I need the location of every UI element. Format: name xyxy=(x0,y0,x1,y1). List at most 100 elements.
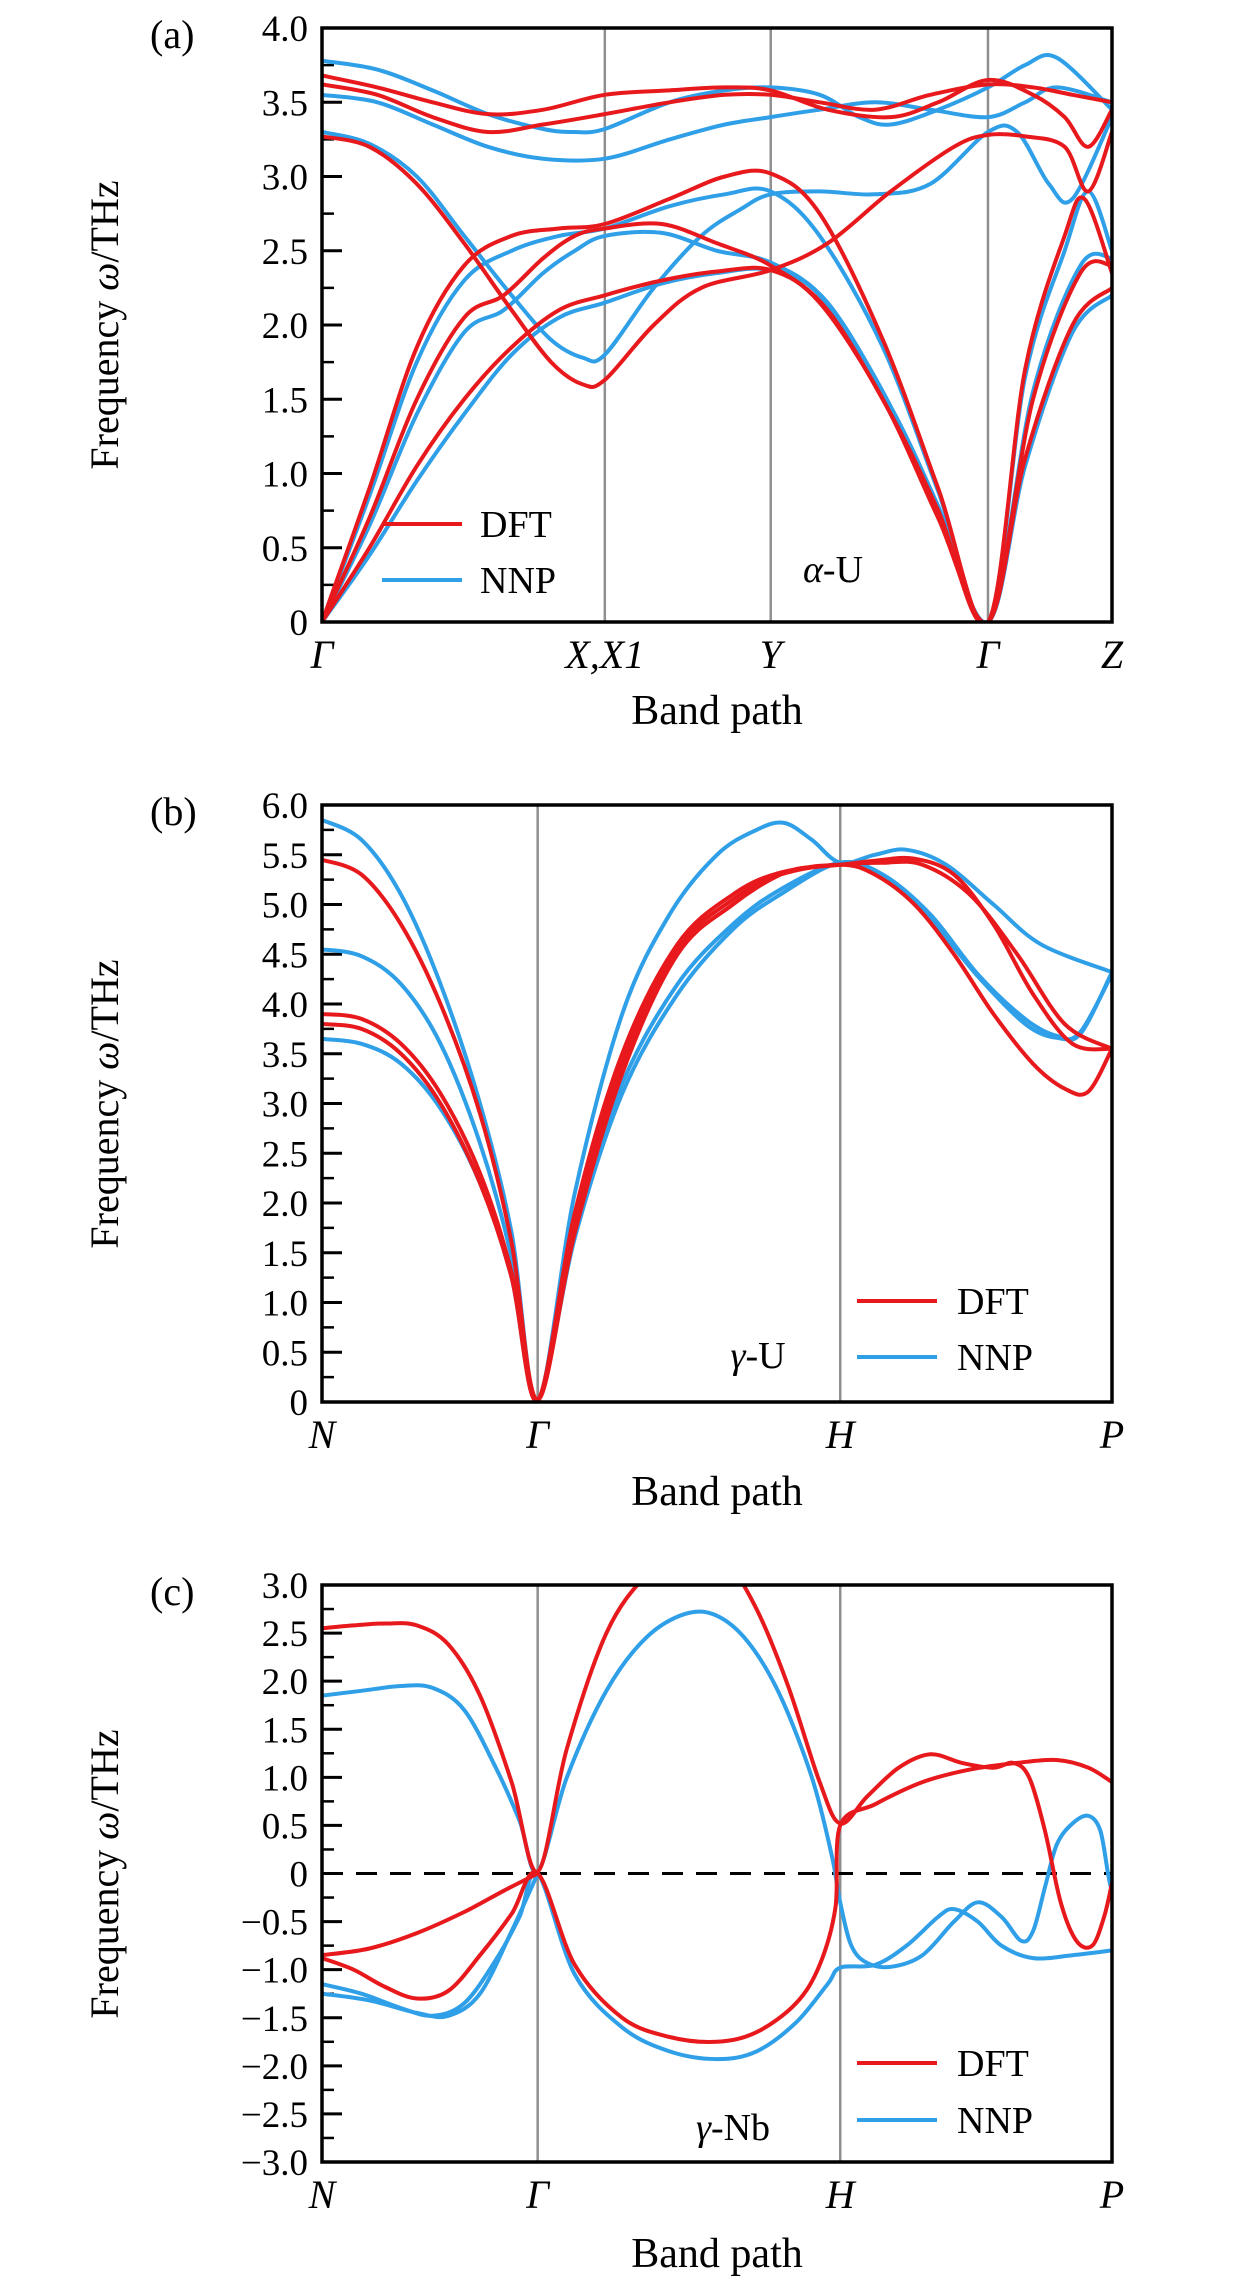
band-nnp-4 xyxy=(322,115,1112,364)
y-tick-label: 0.5 xyxy=(262,1806,308,1847)
phase-annotation: γ-U xyxy=(730,1335,785,1377)
x-station-label: X,X1 xyxy=(563,632,644,677)
y-tick-label: 6.0 xyxy=(262,786,308,827)
x-station-label: Γ xyxy=(525,1412,551,1457)
band-nnp-3 xyxy=(322,186,1112,622)
x-axis-title: Band path xyxy=(631,2231,802,2277)
band-dft-1 xyxy=(322,1585,1112,1950)
band-curves xyxy=(322,817,1112,1402)
x-station-label: N xyxy=(308,2172,338,2217)
panel-letter: (a) xyxy=(150,12,194,57)
band-dft-6 xyxy=(322,73,1112,149)
y-tick-label: 2.5 xyxy=(262,1134,308,1175)
legend-dft-label: DFT xyxy=(480,504,552,546)
x-station-label: Γ xyxy=(525,2172,551,2217)
plot-frame xyxy=(320,803,1114,1404)
y-tick-label: 2.5 xyxy=(262,1614,308,1655)
y-tick-label: −0.5 xyxy=(241,1903,308,1944)
band-nnp-1 xyxy=(322,266,1112,622)
x-station-label: Z xyxy=(1101,632,1124,677)
x-station-label: H xyxy=(825,1412,857,1457)
y-tick-label: 1.0 xyxy=(262,455,308,496)
band-nnp-1 xyxy=(322,1609,1112,1970)
x-axis-title: Band path xyxy=(631,688,802,734)
y-tick-label: −3.0 xyxy=(241,2143,308,2184)
band-dft-2 xyxy=(322,1757,1112,2044)
panel-b-labels: (b) Frequency ω/THz Band path γ-U DFT NN… xyxy=(82,789,1033,1515)
y-tick-label: 2.0 xyxy=(262,1184,308,1225)
panel-b-plot: 6.0 5.5 5.0 4.5 4.0 3.5 3.0 2.5 2.0 1.5 1.0 0.5 0N Γ H… xyxy=(262,786,1124,1457)
y-tick-label: 1.5 xyxy=(262,1710,308,1751)
y-axis-title: Frequency ω/THz xyxy=(82,180,127,469)
band-dft-3 xyxy=(322,168,1112,622)
x-station-label: Γ xyxy=(976,632,1002,677)
y-tick-label: 5.0 xyxy=(262,886,308,927)
y-tick-label: 5.5 xyxy=(262,836,308,877)
legend: DFT NNP xyxy=(382,504,556,602)
y-tick-label: 0.5 xyxy=(262,529,308,570)
legend-nnp-label: NNP xyxy=(480,560,556,602)
plot-frame xyxy=(320,26,1114,624)
phase-annotation: γ-Nb xyxy=(696,2107,770,2149)
band-nnp-2 xyxy=(322,860,1112,1402)
band-dft-3 xyxy=(322,1871,540,1958)
y-tick-label: 3.0 xyxy=(262,1085,308,1126)
band-nnp-1 xyxy=(322,817,1112,1402)
legend: DFT NNP xyxy=(857,2043,1033,2142)
y-tick-label: 0.5 xyxy=(262,1333,308,1374)
band-nnp-3 xyxy=(322,1871,540,2020)
x-station-label: H xyxy=(825,2172,857,2217)
y-tick-label: 4.0 xyxy=(262,9,308,50)
y-axis-title: Frequency ω/THz xyxy=(82,1729,127,2018)
band-dft-1 xyxy=(322,855,1112,1402)
x-station-label: P xyxy=(1099,2172,1124,2217)
y-tick-label: 2.0 xyxy=(262,306,308,347)
band-dft-2 xyxy=(322,859,1112,1402)
plot-frame xyxy=(320,1583,1114,2164)
x-axis-title: Band path xyxy=(631,1469,802,1515)
y-tick-label: 1.0 xyxy=(262,1758,308,1799)
y-tick-label: −1.5 xyxy=(241,1999,308,2040)
y-tick-label: 1.0 xyxy=(262,1284,308,1325)
legend: DFT NNP xyxy=(857,1281,1033,1379)
x-station-label: Y xyxy=(760,632,786,677)
y-tick-label: 4.0 xyxy=(262,985,308,1026)
band-curves xyxy=(322,1585,1112,2062)
panel-c-labels: (c) Frequency ω/THz Band path γ-Nb DFT N… xyxy=(82,1569,1033,2277)
y-tick-label: 3.5 xyxy=(262,83,308,124)
panel-a-labels: (a) Frequency ω/THz Band path α-U DFT NN… xyxy=(82,12,863,734)
y-tick-label: 3.0 xyxy=(262,158,308,199)
y-tick-label: 1.5 xyxy=(262,1234,308,1275)
phase-annotation: α-U xyxy=(803,549,863,591)
band-nnp-2 xyxy=(322,1869,1112,2062)
y-tick-label: 0 xyxy=(290,603,309,644)
y-tick-label: 2.5 xyxy=(262,232,308,273)
band-dft-4 xyxy=(322,130,1112,389)
legend-dft-label: DFT xyxy=(957,2043,1029,2085)
band-curves xyxy=(322,53,1112,622)
band-dft-2 xyxy=(322,221,1112,622)
panel-c-plot: 3.0 2.5 2.0 1.5 1.0 0.5 0 −0.5 −1.0 −1.5 −2.0 −2.5 −… xyxy=(241,1566,1124,2217)
band-dft-3 xyxy=(322,862,1112,1402)
legend-dft-label: DFT xyxy=(957,1281,1029,1323)
y-tick-label: 1.5 xyxy=(262,380,308,421)
panel-a-plot: 4.03.53.02.52.01.51.00.50Γ X,X1 Y Γ Z xyxy=(262,9,1124,677)
y-tick-label: 0 xyxy=(290,1383,309,1424)
y-axis-title: Frequency ω/THz xyxy=(82,959,127,1248)
y-tick-label: 2.0 xyxy=(262,1662,308,1703)
x-station-label: Γ xyxy=(310,632,336,677)
legend-nnp-label: NNP xyxy=(957,1337,1033,1379)
y-tick-label: −2.5 xyxy=(241,2095,308,2136)
band-nnp-5 xyxy=(322,85,1112,163)
y-tick-label: 3.5 xyxy=(262,1035,308,1076)
y-tick-label: 4.5 xyxy=(262,935,308,976)
x-station-label: P xyxy=(1099,1412,1124,1457)
panel-letter: (b) xyxy=(150,789,197,834)
y-tick-label: 3.0 xyxy=(262,1566,308,1607)
x-station-label: N xyxy=(308,1412,338,1457)
y-tick-label: −2.0 xyxy=(241,2047,308,2088)
y-tick-label: 0 xyxy=(290,1855,309,1896)
y-tick-label: −1.0 xyxy=(241,1951,308,1992)
